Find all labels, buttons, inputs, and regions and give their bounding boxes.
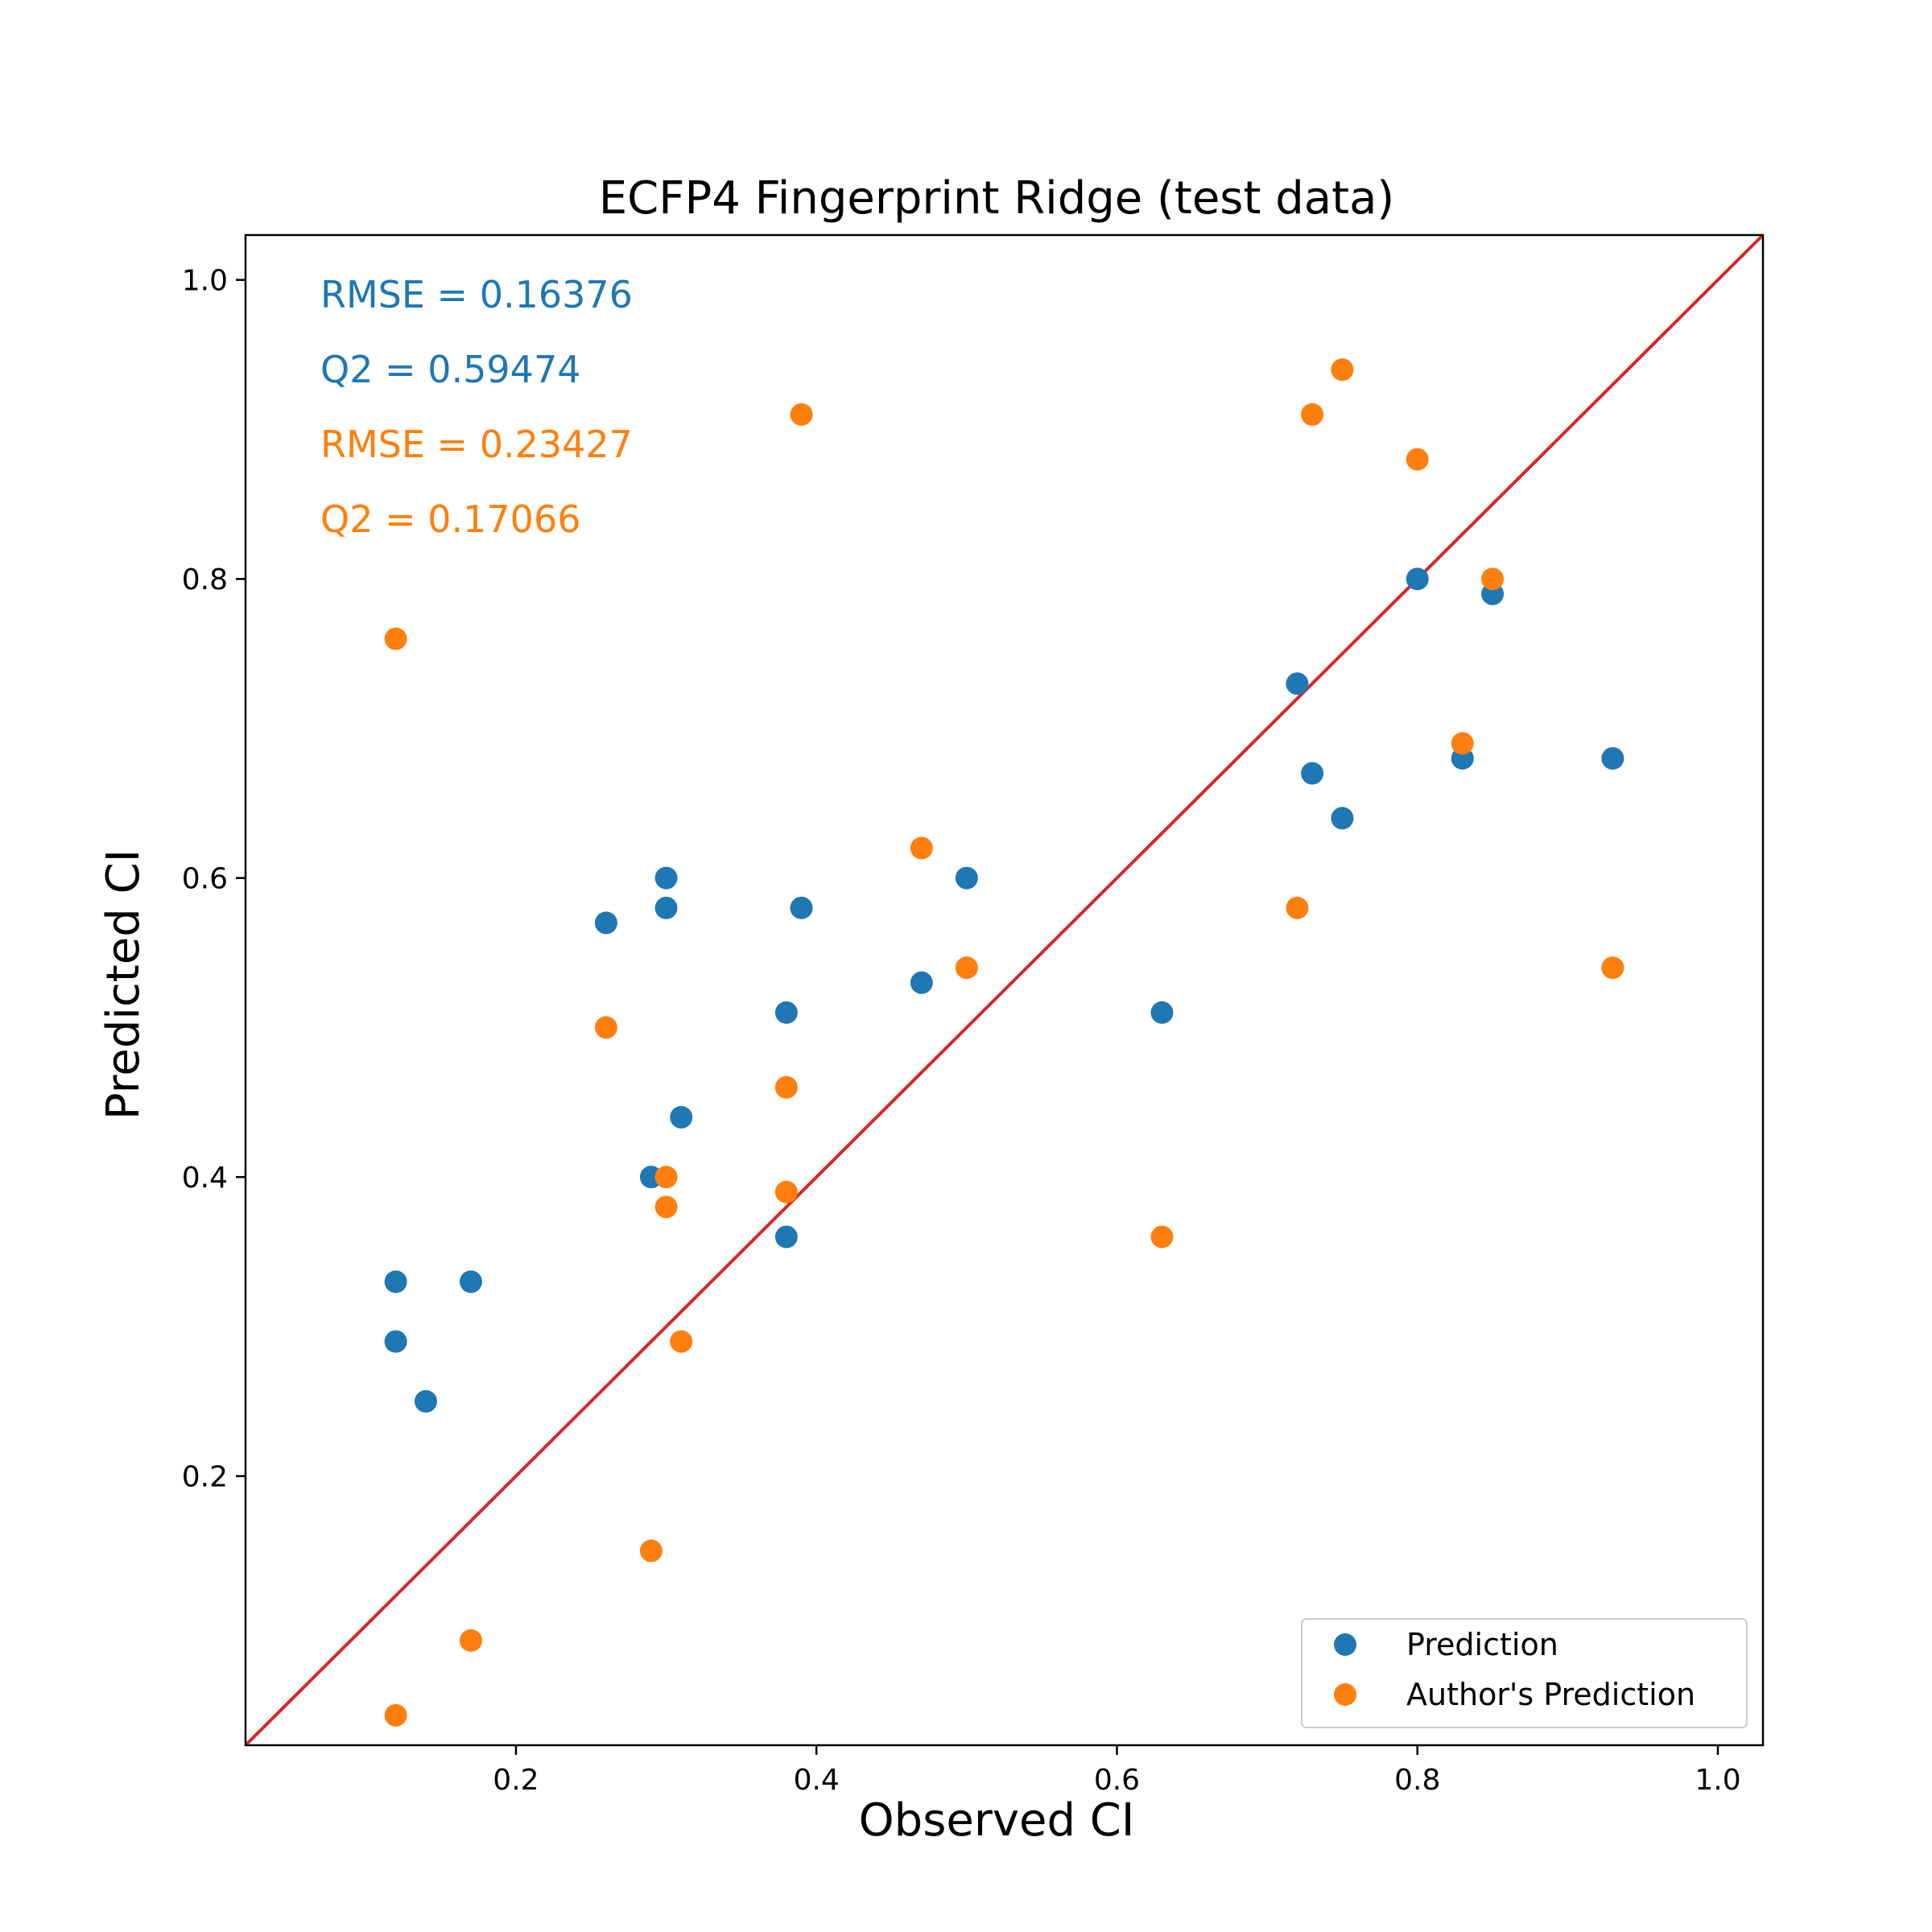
data-point (1601, 956, 1624, 980)
series-prediction (384, 568, 1624, 1413)
data-point (910, 836, 933, 860)
x-tick-label: 1.0 (1695, 1764, 1740, 1797)
y-axis-label: Predicted CI (97, 849, 150, 1120)
legend-marker (1334, 1683, 1356, 1706)
data-point (1301, 402, 1324, 426)
data-point (774, 1075, 798, 1099)
data-point (384, 1330, 407, 1353)
data-point (414, 1389, 437, 1413)
y-tick-label: 0.8 (182, 564, 228, 597)
data-point (654, 896, 678, 919)
y-tick-label: 0.4 (182, 1162, 228, 1195)
data-point (1406, 448, 1429, 471)
x-tick-label: 0.2 (493, 1764, 539, 1797)
data-point (955, 866, 978, 890)
data-point (654, 1166, 678, 1189)
data-point (594, 911, 617, 935)
x-tick-label: 0.8 (1394, 1764, 1440, 1797)
data-point (1331, 358, 1354, 382)
data-point (1286, 896, 1309, 919)
data-point (654, 866, 678, 890)
data-point (639, 1539, 663, 1563)
data-point (910, 971, 933, 994)
x-axis-ticks: 0.2 0.4 0.6 0.8 1.0 (493, 1745, 1741, 1797)
data-point (1331, 807, 1354, 830)
data-point (654, 1195, 678, 1219)
data-point (670, 1330, 693, 1353)
data-point (384, 1270, 407, 1294)
legend-label: Author's Prediction (1406, 1677, 1695, 1712)
data-point (384, 627, 407, 650)
legend-label: Prediction (1406, 1627, 1558, 1662)
plot-frame (244, 233, 1765, 1747)
data-point (1481, 568, 1505, 591)
data-point (790, 896, 813, 919)
stat-annotation: RMSE = 0.23427 (320, 423, 633, 466)
y-tick-label: 1.0 (182, 265, 228, 298)
legend-marker (1334, 1633, 1356, 1656)
stats-annotations: RMSE = 0.16376 Q2 = 0.59474 RMSE = 0.23427… (320, 273, 633, 541)
y-tick-label: 0.6 (182, 863, 228, 896)
y-axis-ticks: 0.2 0.4 0.6 0.8 1.0 (182, 265, 246, 1494)
y-tick-label: 0.2 (182, 1461, 228, 1494)
data-point (459, 1270, 482, 1294)
identity-line (244, 233, 1765, 1747)
x-tick-label: 0.4 (794, 1764, 840, 1797)
data-point (774, 1001, 798, 1024)
data-point (790, 402, 813, 426)
data-point (459, 1629, 482, 1652)
data-point (1451, 732, 1474, 755)
data-point (1286, 672, 1309, 696)
data-point (1406, 568, 1429, 591)
legend-box (1301, 1618, 1748, 1728)
data-point (594, 1016, 617, 1039)
data-point (774, 1225, 798, 1249)
x-axis-label: Observed CI (859, 1794, 1135, 1847)
stat-annotation: RMSE = 0.16376 (320, 273, 633, 316)
data-point (1601, 747, 1624, 770)
plot-area (244, 233, 1765, 1747)
legend: Prediction Author's Prediction (1301, 1618, 1748, 1728)
data-point (955, 956, 978, 980)
chart-title: ECFP4 Fingerprint Ridge (test data) (599, 172, 1394, 225)
data-point (1301, 762, 1324, 785)
stat-annotation: Q2 = 0.59474 (320, 348, 580, 391)
data-point (1150, 1001, 1174, 1024)
series-authors-prediction (384, 358, 1624, 1727)
data-point (774, 1180, 798, 1203)
x-tick-label: 0.6 (1094, 1764, 1140, 1797)
data-point (384, 1703, 407, 1727)
data-point (1150, 1225, 1174, 1249)
data-point (670, 1105, 693, 1129)
stat-annotation: Q2 = 0.17066 (320, 497, 580, 541)
